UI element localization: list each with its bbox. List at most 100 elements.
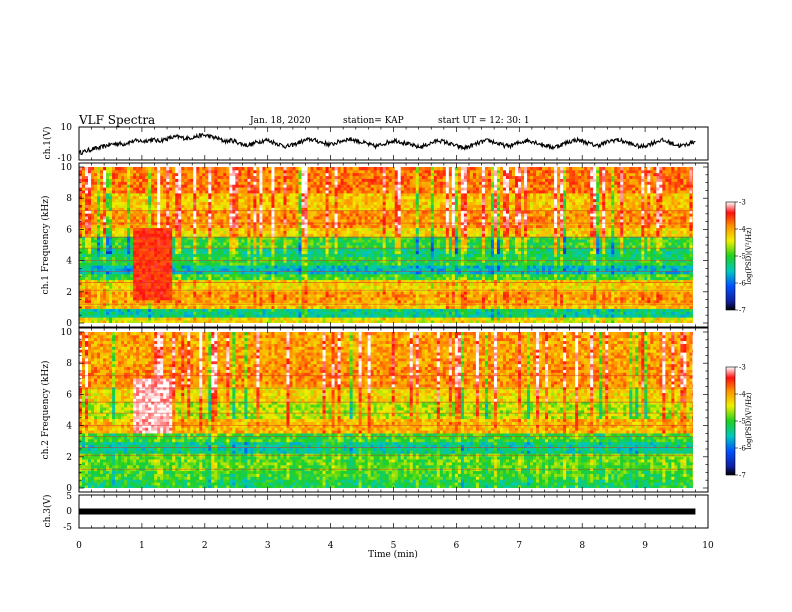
spectrogram-cell (319, 285, 323, 289)
spectrogram-cell (139, 245, 143, 249)
spectrogram-cell (235, 311, 239, 315)
spectrogram-cell (205, 308, 209, 312)
spectrogram-cell (334, 169, 338, 174)
spectrogram-cell (250, 190, 254, 194)
spectrogram-cell (304, 207, 308, 211)
spectrogram-cell (157, 207, 161, 211)
spectrogram-cell (283, 181, 287, 185)
spectrogram-cell (181, 271, 185, 275)
spectrogram-cell (277, 224, 281, 229)
spectrogram-cell (244, 299, 248, 304)
spectrogram-cell (214, 256, 218, 260)
spectrogram-cell (265, 305, 269, 309)
spectrogram-cell (166, 262, 170, 266)
spectrogram-cell (307, 210, 311, 214)
spectrogram-cell (79, 308, 83, 312)
spectrogram-cell (187, 236, 191, 240)
spectrogram-cell (295, 193, 299, 197)
spectrogram-cell (262, 317, 266, 321)
spectrogram-cell (118, 175, 122, 179)
spectrogram-cell (268, 172, 272, 177)
spectrogram-cell (106, 190, 110, 194)
spectrogram-cell (295, 172, 299, 177)
spectrogram-cell (232, 297, 236, 301)
spectrogram-cell (214, 285, 218, 289)
spectrogram-cell (211, 308, 215, 312)
spectrogram-cell (313, 219, 317, 223)
spectrogram-cell (250, 311, 254, 315)
spectrogram-cell (163, 201, 167, 205)
spectrogram-cell (304, 291, 308, 295)
spectrogram-cell (145, 169, 149, 174)
spectrogram-cell (154, 297, 158, 301)
spectrogram-cell (268, 253, 272, 257)
spectrogram-cell (247, 276, 251, 281)
spectrogram-cell (325, 308, 329, 312)
spectrogram-cell (157, 169, 161, 174)
spectrogram-cell (316, 187, 320, 191)
spectrogram-cell (187, 167, 191, 171)
ch1-ytick-top: 10 (61, 123, 73, 133)
spectrogram-cell (109, 169, 113, 174)
spectrogram-cell (121, 282, 125, 286)
spectrogram-cell (265, 256, 269, 260)
spectrogram-cell (322, 276, 326, 281)
spectrogram-cell (151, 285, 155, 289)
spectrogram-cell (139, 250, 143, 255)
spectrogram-cell (295, 314, 299, 318)
spectrogram-cell (232, 268, 236, 272)
spectrogram-cell (346, 219, 351, 223)
spectrogram-cell (199, 167, 203, 171)
spectrogram-cell (115, 167, 119, 171)
spectrogram-cell (79, 311, 83, 315)
spectrogram-cell (253, 262, 257, 266)
spectrogram-cell (250, 233, 254, 237)
spectrogram-cell (184, 265, 188, 269)
spectrogram-cell (169, 279, 173, 283)
spectrogram-cell (217, 259, 221, 263)
spectrogram-cell (304, 279, 308, 283)
spectrogram-cell (313, 320, 317, 323)
spectrogram-cell (289, 227, 293, 231)
spectrogram-cell (106, 317, 110, 321)
spectrogram-cell (292, 195, 296, 200)
spectrogram-cell (175, 262, 179, 266)
spectrogram-cell (94, 233, 98, 237)
spectrogram-cell (268, 285, 272, 289)
spectrogram-cell (241, 201, 245, 205)
spectrogram-cell (190, 233, 194, 237)
spectrogram-cell (142, 207, 146, 211)
spectrogram-cell (250, 167, 254, 171)
spectrogram-cell (301, 207, 305, 211)
spectrogram-cell (277, 236, 281, 240)
spectrogram-cell (220, 175, 224, 179)
spectrogram-cell (139, 236, 143, 240)
spectrogram-cell (262, 181, 266, 185)
spectrogram-cell (145, 204, 149, 208)
spectrogram-cell (142, 242, 146, 246)
spectrogram-cell (313, 233, 317, 237)
spectrogram-cell (334, 297, 338, 301)
spectrogram-cell (307, 198, 311, 203)
spectrogram-cell (109, 195, 113, 200)
spectrogram-cell (253, 276, 257, 281)
spectrogram-cell (343, 193, 348, 197)
spectrogram-cell (310, 305, 314, 309)
spectrogram-cell (253, 236, 257, 240)
spectrogram-cell (184, 311, 188, 315)
spectrogram-cell (241, 216, 245, 220)
spectrogram-cell (238, 169, 242, 174)
spectrogram-cell (139, 207, 143, 211)
spectrogram-cell (82, 239, 86, 243)
spectrogram-cell (142, 187, 146, 191)
spectrogram-cell (166, 282, 170, 286)
spectrogram-cell (271, 216, 275, 220)
spectrogram-cell (178, 198, 182, 203)
spectrogram-cell (166, 195, 170, 200)
spectrogram-cell (193, 265, 197, 269)
spectrogram-cell (163, 305, 167, 309)
spectrogram-cell (151, 190, 155, 194)
spectrogram-cell (334, 239, 338, 243)
spectrogram-cell (193, 236, 197, 240)
